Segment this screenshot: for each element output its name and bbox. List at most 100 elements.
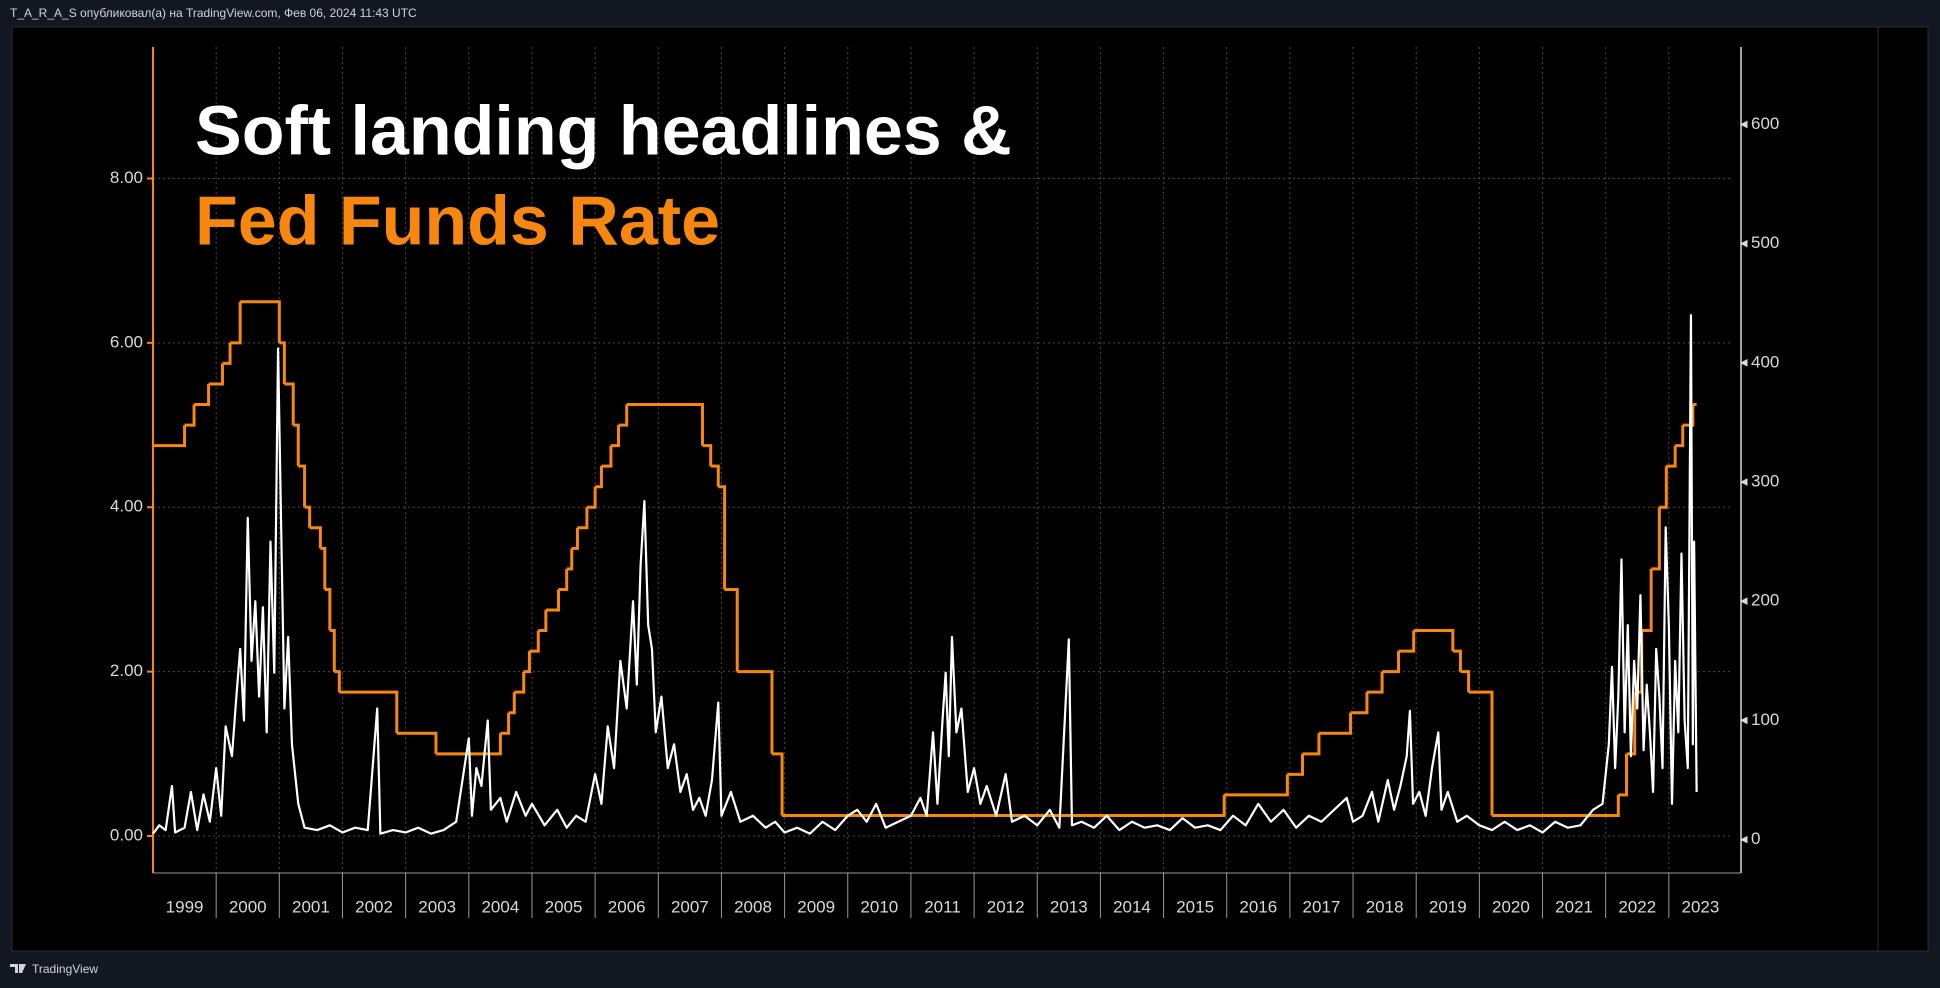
y2-tick [1739, 597, 1748, 606]
rate-step [309, 526, 322, 549]
rate-step [626, 403, 704, 446]
rate-step [1350, 692, 1369, 715]
rate-step [1452, 649, 1462, 672]
rate-step [1675, 425, 1685, 448]
y2-tick [1739, 478, 1748, 486]
x-tick-label: 2008 [734, 897, 772, 916]
rate-step [500, 712, 511, 735]
x-tick-label: 2005 [545, 897, 583, 916]
rate-step [324, 587, 332, 631]
rate-step [724, 587, 739, 672]
x-tick-label: 2001 [292, 897, 330, 916]
rate-step [737, 670, 774, 754]
x-tick-label: 2002 [355, 897, 393, 916]
rate-step [339, 690, 399, 734]
rate-step [1287, 753, 1305, 776]
rate-step [1626, 692, 1637, 756]
rate-step [595, 466, 603, 489]
x-tick-label: 2010 [860, 897, 898, 916]
rate-step [610, 425, 620, 448]
footer-text: TradingView [32, 962, 98, 976]
plot: 1999 2000 2001 2002 2003 2004 2005 2006 2007 2008… [110, 47, 1779, 918]
x-tick-label: 2007 [671, 897, 709, 916]
rate-step [1413, 629, 1455, 652]
y2-tick-label: 100 [1751, 710, 1779, 729]
rate-step [1682, 404, 1695, 427]
x-tick-label: 2013 [1050, 897, 1088, 916]
x-tick-label: 2009 [797, 897, 835, 916]
logo [10, 964, 26, 973]
x-tick-label: 2014 [1113, 897, 1151, 916]
rate-step [566, 548, 574, 571]
rate-step [1366, 671, 1384, 694]
y-tick-label: 8.00 [110, 168, 143, 187]
chart-title: Soft landing headlines & [195, 91, 1012, 169]
x-tick-label: 2017 [1303, 897, 1341, 916]
y2-tick-label: 400 [1751, 352, 1779, 371]
rate-step [1382, 651, 1401, 674]
rate-step [538, 609, 548, 633]
rate-step [334, 670, 341, 693]
rate-step [702, 444, 713, 467]
rate-step [304, 505, 312, 528]
rate-step [153, 425, 187, 448]
chart-title: Fed Funds Rate [195, 181, 720, 259]
rate-step [545, 589, 560, 612]
y-tick-label: 2.00 [110, 661, 143, 680]
rate-step [529, 630, 540, 653]
y2-tick [1739, 359, 1748, 367]
y-tick-label: 6.00 [110, 332, 143, 351]
rate-step [222, 342, 232, 365]
y-tick-label: 4.00 [110, 497, 143, 516]
y2-tick [1739, 716, 1748, 725]
rate-step [523, 651, 531, 674]
rate-step [298, 464, 307, 508]
rate-step [1618, 753, 1629, 797]
rate-step [1398, 630, 1416, 653]
rate-step [508, 692, 516, 715]
header-text: T_A_R_A_S опубликовал(а) на TradingView.… [10, 6, 417, 20]
rate-step [293, 423, 300, 467]
x-tick-label: 2012 [987, 897, 1025, 916]
chart-panel [11, 26, 1929, 952]
rate-step [208, 363, 224, 386]
rate-step [1651, 507, 1661, 571]
y2-tick [1739, 120, 1748, 129]
rate-step [601, 445, 613, 468]
rate-step [320, 546, 327, 590]
x-tick-label: 2011 [924, 897, 961, 916]
y2-tick-label: 0 [1751, 829, 1760, 848]
rate-step [618, 404, 629, 427]
x-tick-label: 2016 [1239, 897, 1277, 916]
x-tick-label: 2023 [1682, 897, 1720, 916]
rate-step [718, 485, 727, 590]
rate-step [284, 382, 295, 426]
rate-step [571, 527, 579, 550]
y2-tick-label: 500 [1751, 233, 1779, 252]
rate-step [710, 464, 720, 487]
rate-step [240, 300, 281, 343]
rate-step [194, 383, 211, 407]
x-tick-label: 1999 [166, 897, 204, 916]
rate-step [1491, 794, 1620, 817]
rate-step [1659, 466, 1668, 509]
x-tick-label: 2006 [608, 897, 646, 916]
rate-step [1666, 445, 1677, 468]
rate-step [514, 671, 526, 694]
rate-step [396, 731, 438, 754]
y2-tick [1739, 239, 1748, 248]
rate-step [586, 486, 597, 509]
x-tick-label: 2004 [481, 897, 519, 916]
rate-step [329, 629, 336, 672]
x-tick-label: 2018 [1366, 897, 1404, 916]
rate-step [1641, 568, 1653, 633]
x-tick-label: 2015 [1176, 897, 1214, 916]
rate-step [782, 794, 1226, 817]
rate-step [1318, 712, 1353, 735]
rate-step [577, 507, 589, 530]
x-tick-label: 2020 [1492, 897, 1530, 916]
rate-step [184, 404, 196, 427]
rate-step [1224, 774, 1289, 797]
